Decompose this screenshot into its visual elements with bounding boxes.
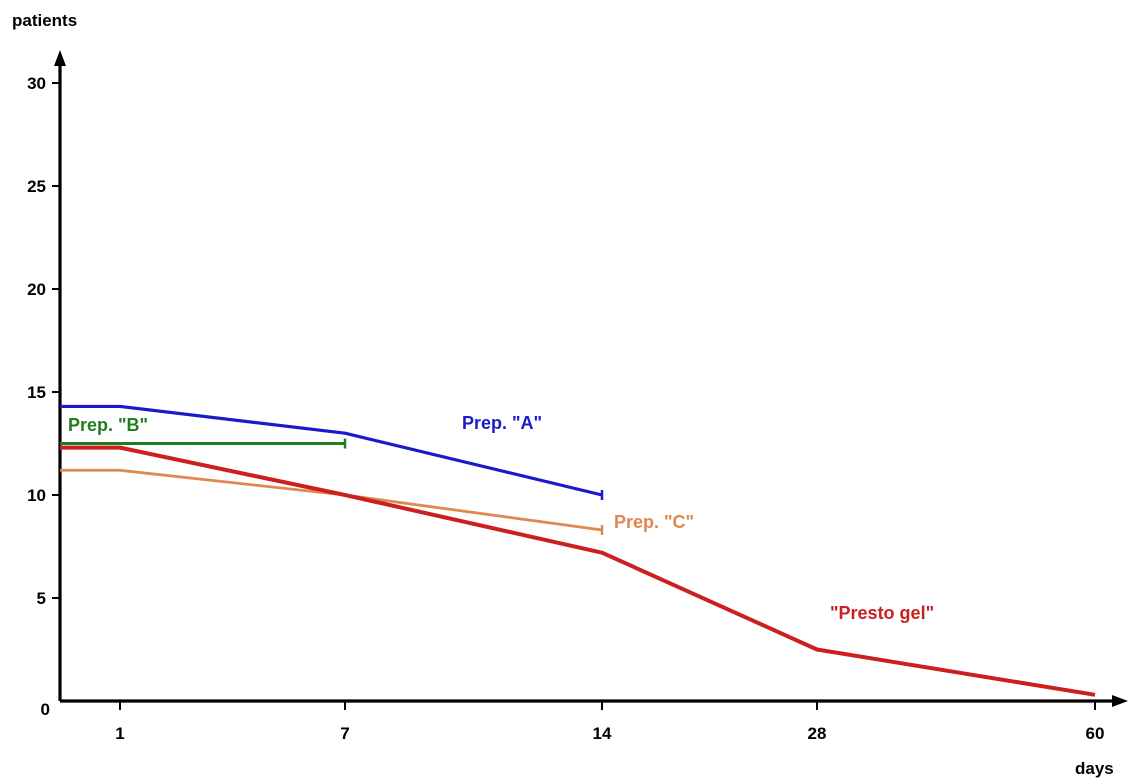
y-tick-label: 25: [27, 177, 46, 196]
x-tick-label: 28: [808, 724, 827, 743]
y-axis-ticks: 0 5 10 15 20 25 30: [27, 74, 60, 719]
series-lines: [59, 404, 1096, 697]
y-tick-label: 15: [27, 383, 46, 402]
axes: [54, 50, 1128, 707]
series-label-prep-b: Prep. "B": [68, 415, 148, 435]
x-tick-label: 14: [593, 724, 612, 743]
series-label-presto-gel: "Presto gel": [830, 603, 934, 623]
series-label-prep-a: Prep. "A": [462, 413, 542, 433]
x-tick-label: 60: [1086, 724, 1105, 743]
x-tick-label: 1: [115, 724, 124, 743]
series-line-presto-gel: [60, 445, 1096, 697]
series-label-prep-c: Prep. "C": [614, 512, 694, 532]
y-axis-arrow: [54, 50, 66, 66]
y-tick-label: 30: [27, 74, 46, 93]
x-axis-arrow: [1112, 695, 1128, 707]
y-tick-label: 0: [41, 700, 50, 719]
series-line-prep-c: [60, 468, 603, 532]
y-tick-label: 5: [37, 589, 46, 608]
series-labels: Prep. "A" Prep. "B" Prep. "C" "Presto gel": [68, 413, 934, 623]
x-axis-ticks: 1 7 14 28 60: [115, 701, 1104, 743]
x-axis-title: days: [1075, 759, 1114, 778]
series-line-prep-a: [60, 404, 603, 497]
y-axis-title: patients: [12, 11, 77, 30]
y-tick-label: 10: [27, 486, 46, 505]
x-tick-label: 7: [340, 724, 349, 743]
y-tick-label: 20: [27, 280, 46, 299]
